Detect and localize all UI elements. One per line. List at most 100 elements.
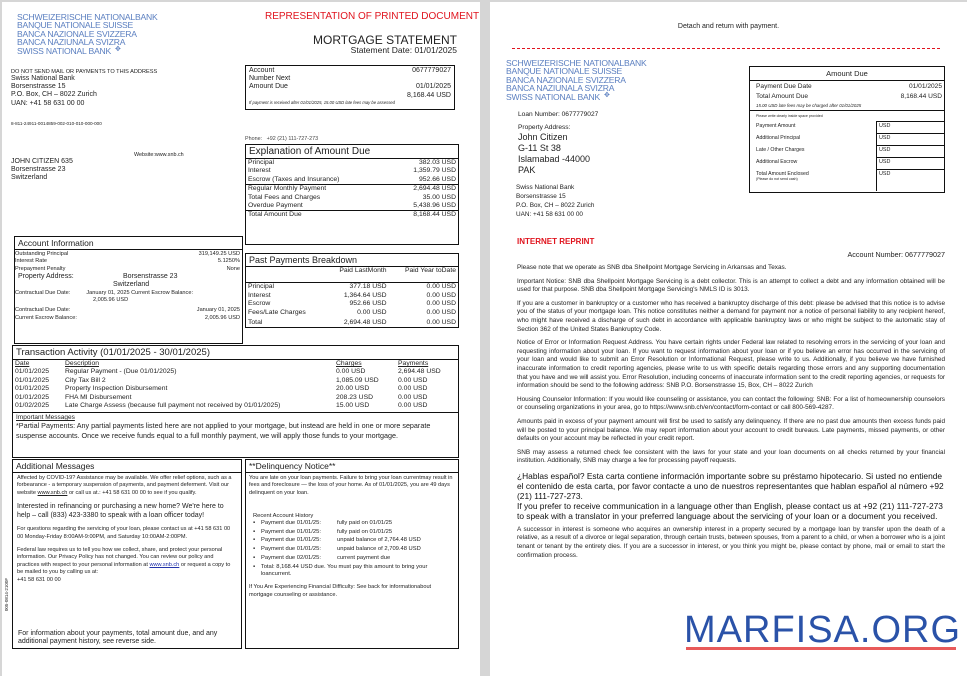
recipient-line: Switzerland bbox=[11, 174, 48, 182]
label: Payment Amount bbox=[756, 123, 796, 129]
past-payments-row: Interest 1,364.64 USD 0.00 USD bbox=[246, 292, 458, 300]
value: 319,149.25 USD bbox=[198, 251, 240, 257]
side-code: 005-0814-2100F bbox=[4, 577, 10, 612]
notices: Please note that we operate as SNB dba S… bbox=[517, 264, 945, 565]
history-status: fully paid on 01/01/25 bbox=[337, 528, 393, 535]
notice-paragraph: Important Notice: SNB dba Shellpoint Mor… bbox=[517, 277, 945, 294]
additional-messages-box: Additional Messages Affected by COVID-19… bbox=[12, 459, 242, 649]
table-row: 01/01/2025 FHA MI Disbursement 208.23 USD 0… bbox=[13, 394, 458, 402]
page-title: MORTGAGE STATEMENT bbox=[312, 33, 457, 47]
bank-line: P.O. Box, CH – 8022 Zurich bbox=[516, 202, 595, 209]
explanation-row: Interest 1,359.79 USD bbox=[246, 167, 458, 175]
cell: 01/01/2025 bbox=[15, 393, 50, 401]
history-status: unpaid balance of 2,764.48 USD bbox=[337, 537, 421, 544]
logo-line: BANCA NAZIUNALA SVIZRA bbox=[17, 37, 126, 48]
delinquency-text: You are late on your loan payments. Fail… bbox=[249, 475, 453, 496]
past-payments-box: Past Payments Breakdown Paid LastMonth Pa… bbox=[245, 253, 459, 328]
website: Website:www.snb.ch bbox=[134, 152, 184, 158]
history-due: Payment due 01/01/25: bbox=[261, 520, 321, 527]
label: Principal bbox=[248, 159, 275, 166]
label: Escrow (Taxes and Insurance) bbox=[248, 175, 340, 183]
partial-payments-text: *Partial Payments: Any partial payments … bbox=[16, 421, 431, 441]
notice-paragraph: SNB may assess a returned check fee cons… bbox=[517, 448, 945, 465]
account-info-row: Interest Rate 5.1250% bbox=[15, 258, 240, 265]
property-label: Property Address: bbox=[518, 124, 571, 131]
total-due-bullet: ▪ Total: 8,168.44 USD due. You must pay t… bbox=[253, 564, 428, 578]
cell: Property Inspection Disbursement bbox=[65, 385, 168, 393]
value: 377.18 USD bbox=[349, 283, 387, 291]
hardship-text: If You Are Experiencing Financial Diffic… bbox=[249, 584, 432, 598]
table-row: 01/01/2025 City Tax Bill 2 1,085.09 USD 0.0… bbox=[13, 377, 458, 385]
account-summary-box: Account 0677779027 Number Next Amount Due 01… bbox=[245, 65, 455, 110]
successor-notice: A successor in interest is someone who a… bbox=[517, 525, 945, 559]
header-label: Description bbox=[65, 360, 99, 367]
return-address: DO NOT SEND MAIL OR PAYMENTS TO THIS ADD… bbox=[11, 69, 157, 108]
important-messages: Important Messages *Partial Payments: An… bbox=[13, 412, 458, 442]
detach-line bbox=[512, 48, 940, 49]
logo-line: BANCA NAZIUNALA SVIZRA bbox=[506, 83, 615, 94]
label: Interest bbox=[248, 291, 271, 299]
past-payments-title: Past Payments Breakdown bbox=[246, 254, 458, 267]
cell: 15.00 USD bbox=[336, 402, 370, 410]
notice-paragraph: If you are a customer in bankruptcy or a… bbox=[517, 299, 945, 333]
cross-icon: ✥ bbox=[115, 46, 121, 53]
escrow-balance: 2,005.96 USD bbox=[93, 297, 129, 304]
column-header: Description bbox=[63, 360, 334, 368]
column-header: Paid Year toDate bbox=[404, 267, 456, 274]
account-row: Account 0677779027 bbox=[249, 67, 451, 75]
cell: City Tax Bill 2 bbox=[65, 376, 106, 384]
due-line: Contractual Due Date: January 01, 2025 Cu… bbox=[15, 290, 240, 297]
privacy-link[interactable]: www.snb.ch bbox=[149, 561, 180, 568]
value: 8,168.44 USD bbox=[407, 91, 451, 99]
additional-title: Additional Messages bbox=[13, 460, 241, 473]
account-row: Amount Due 01/01/2025 bbox=[249, 83, 451, 91]
history-title: Recent Account History bbox=[253, 513, 314, 520]
phone-line: Phone: +92 (21) 111-727-273 bbox=[245, 136, 319, 142]
value: None bbox=[226, 265, 240, 272]
logo-line: SCHWEIZERISCHE NATIONALBANK bbox=[506, 58, 647, 68]
payment-input[interactable]: USD bbox=[876, 169, 944, 191]
late-fee-note: If payment is received after 01/01/2025,… bbox=[249, 99, 395, 105]
questions-text: For questions regarding the servicing of… bbox=[17, 526, 231, 540]
label: Escrow bbox=[248, 300, 271, 308]
value: 5,438.96 USD bbox=[413, 202, 456, 210]
logo-line: BANCA NAZIONALE SVIZZERA bbox=[506, 74, 626, 85]
payment-input[interactable]: USD bbox=[876, 145, 944, 157]
value: 1,359.79 USD bbox=[413, 167, 456, 175]
cell: 20.00 USD bbox=[336, 385, 370, 393]
label: Overdue Payment bbox=[248, 202, 303, 210]
label: Total Fees and Charges bbox=[248, 193, 321, 201]
account-info-row: Contractual Due Date: January 01, 2025 bbox=[15, 307, 240, 314]
address-line: Borsenstrasse 15 bbox=[11, 83, 66, 91]
account-row: 8,168.44 USD bbox=[249, 92, 451, 100]
column-header: Paid LastMonth bbox=[339, 267, 387, 274]
spanish-notice: ¿Hablas español? Esta carta contiene inf… bbox=[517, 470, 944, 501]
past-payments-row: Total 2,694.48 USD 0.00 USD bbox=[246, 317, 458, 327]
label: Total Amount Due bbox=[756, 93, 809, 100]
history-status: unpaid balance of 2,709.48 USD bbox=[337, 546, 421, 552]
column-header bbox=[246, 267, 324, 283]
label: Late / Other Charges bbox=[756, 147, 805, 153]
header-label: Date bbox=[15, 360, 30, 367]
payment-input[interactable]: USD bbox=[876, 121, 944, 133]
value: 2,694.48 USD bbox=[343, 319, 387, 327]
covid-link[interactable]: www.snb.ch bbox=[37, 489, 68, 496]
property-address: John Citizen G-11 St 38 Islamabad -44000 PA… bbox=[518, 132, 590, 176]
payment-input[interactable]: USD bbox=[876, 133, 944, 145]
header-label: Payments bbox=[398, 360, 429, 367]
bank-line: UAN: +41 58 631 00 00 bbox=[516, 211, 583, 218]
payment-input[interactable]: USD bbox=[876, 157, 944, 169]
header-label: Charges bbox=[336, 360, 362, 367]
bank-logo: SCHWEIZERISCHE NATIONALBANK BANQUE NATION… bbox=[17, 12, 158, 55]
transaction-box: Transaction Activity (01/01/2025 - 30/01… bbox=[12, 345, 459, 458]
cell: Late Charge Assess (because full payment… bbox=[65, 402, 281, 410]
loan-number: Loan Number: 0677779027 bbox=[518, 111, 599, 118]
amount-due-title: Amount Due bbox=[750, 67, 944, 81]
property-line: G-11 St 38 bbox=[518, 143, 561, 153]
logo-line: BANCA NAZIONALE SVIZZERA bbox=[17, 28, 137, 39]
value: January 01, 2025 Current Escrow Balance: bbox=[86, 289, 194, 296]
bank-address: Swiss National Bank Borsenstrasse 15 P.O. … bbox=[516, 183, 594, 219]
cell: 1,085.09 USD bbox=[336, 376, 379, 384]
address-line: UAN: +41 58 631 00 00 bbox=[11, 99, 85, 107]
value: 01/01/2025 bbox=[908, 83, 942, 90]
